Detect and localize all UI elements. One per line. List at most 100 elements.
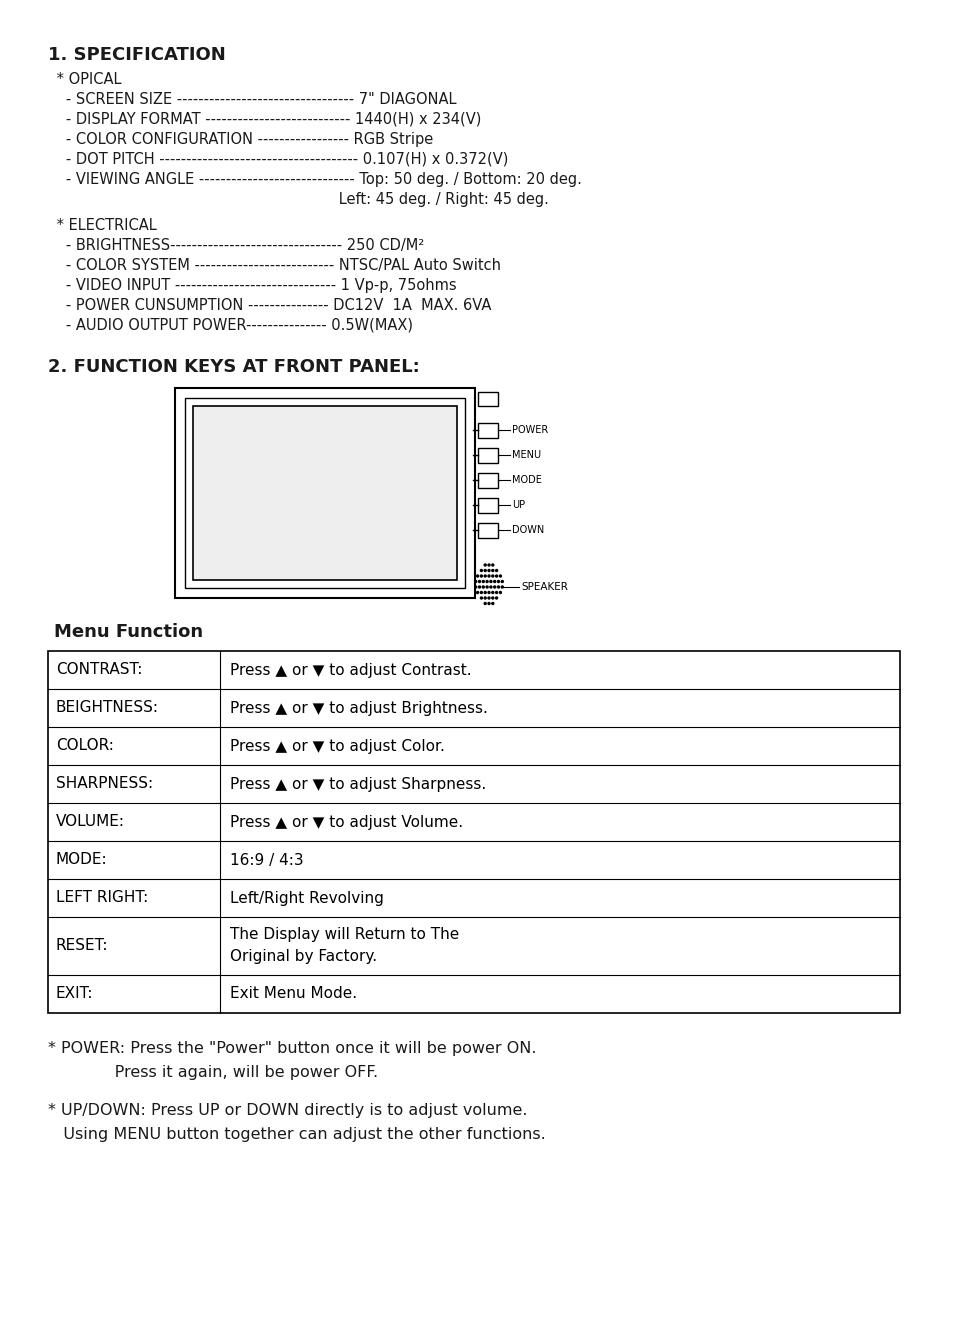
Text: LEFT RIGHT:: LEFT RIGHT: bbox=[56, 890, 148, 905]
Circle shape bbox=[498, 575, 501, 577]
Text: VOLUME:: VOLUME: bbox=[56, 814, 125, 829]
Text: * ELECTRICAL: * ELECTRICAL bbox=[52, 218, 156, 234]
Circle shape bbox=[482, 581, 484, 582]
Circle shape bbox=[484, 602, 486, 605]
Text: MODE: MODE bbox=[512, 475, 541, 485]
Circle shape bbox=[488, 570, 490, 571]
Circle shape bbox=[475, 581, 476, 582]
Text: The Display will Return to The: The Display will Return to The bbox=[230, 928, 458, 943]
Text: Left/Right Revolving: Left/Right Revolving bbox=[230, 890, 383, 905]
Circle shape bbox=[486, 586, 488, 587]
Text: COLOR:: COLOR: bbox=[56, 738, 113, 753]
Bar bbox=[477, 498, 497, 513]
Text: MODE:: MODE: bbox=[56, 853, 108, 868]
Circle shape bbox=[494, 586, 496, 587]
Text: CONTRAST:: CONTRAST: bbox=[56, 662, 142, 677]
Bar bbox=[477, 447, 497, 462]
Circle shape bbox=[476, 575, 478, 577]
Circle shape bbox=[497, 586, 499, 587]
Text: - VIEWING ANGLE ----------------------------- Top: 50 deg. / Bottom: 20 deg.: - VIEWING ANGLE ------------------------… bbox=[52, 172, 581, 187]
Circle shape bbox=[484, 575, 486, 577]
Circle shape bbox=[495, 570, 497, 571]
Circle shape bbox=[495, 597, 497, 599]
Text: - VIDEO INPUT ------------------------------ 1 Vp-p, 75ohms: - VIDEO INPUT --------------------------… bbox=[52, 278, 456, 292]
Circle shape bbox=[490, 586, 492, 587]
Text: 16:9 / 4:3: 16:9 / 4:3 bbox=[230, 853, 303, 868]
Circle shape bbox=[480, 575, 482, 577]
Text: MENU: MENU bbox=[512, 450, 540, 461]
Circle shape bbox=[482, 586, 484, 587]
Text: POWER: POWER bbox=[512, 425, 548, 435]
Text: - COLOR SYSTEM -------------------------- NTSC/PAL Auto Switch: - COLOR SYSTEM -------------------------… bbox=[52, 258, 500, 272]
Text: BEIGHTNESS:: BEIGHTNESS: bbox=[56, 701, 159, 716]
Circle shape bbox=[488, 563, 490, 566]
Text: Original by Factory.: Original by Factory. bbox=[230, 949, 376, 964]
Bar bbox=[174, 388, 475, 598]
Circle shape bbox=[488, 602, 490, 605]
Circle shape bbox=[488, 591, 490, 594]
Text: - BRIGHTNESS-------------------------------- 250 CD/M²: - BRIGHTNESS----------------------------… bbox=[52, 238, 424, 254]
Text: Left: 45 deg. / Right: 45 deg.: Left: 45 deg. / Right: 45 deg. bbox=[52, 192, 548, 207]
Text: 2. FUNCTION KEYS AT FRONT PANEL:: 2. FUNCTION KEYS AT FRONT PANEL: bbox=[48, 358, 419, 376]
Bar bbox=[185, 398, 464, 587]
Circle shape bbox=[492, 597, 494, 599]
Circle shape bbox=[480, 570, 482, 571]
Circle shape bbox=[500, 581, 503, 582]
Circle shape bbox=[490, 581, 492, 582]
Bar bbox=[477, 473, 497, 487]
Text: - COLOR CONFIGURATION ----------------- RGB Stripe: - COLOR CONFIGURATION ----------------- … bbox=[52, 132, 433, 147]
Text: * POWER: Press the "Power" button once it will be power ON.: * POWER: Press the "Power" button once i… bbox=[48, 1041, 536, 1056]
Circle shape bbox=[492, 575, 494, 577]
Text: UP: UP bbox=[512, 501, 524, 510]
Text: SHARPNESS:: SHARPNESS: bbox=[56, 777, 153, 792]
Circle shape bbox=[475, 586, 476, 587]
Text: Press ▲ or ▼ to adjust Color.: Press ▲ or ▼ to adjust Color. bbox=[230, 738, 444, 753]
Text: 1. SPECIFICATION: 1. SPECIFICATION bbox=[48, 45, 226, 64]
Text: Press ▲ or ▼ to adjust Contrast.: Press ▲ or ▼ to adjust Contrast. bbox=[230, 662, 471, 677]
Circle shape bbox=[492, 570, 494, 571]
Text: Press it again, will be power OFF.: Press it again, will be power OFF. bbox=[48, 1065, 377, 1080]
Circle shape bbox=[486, 581, 488, 582]
Circle shape bbox=[492, 563, 494, 566]
Circle shape bbox=[478, 586, 480, 587]
Circle shape bbox=[497, 581, 499, 582]
Circle shape bbox=[480, 591, 482, 594]
Circle shape bbox=[476, 591, 478, 594]
Circle shape bbox=[484, 563, 486, 566]
Bar bbox=[48, 651, 899, 1013]
Text: Press ▲ or ▼ to adjust Brightness.: Press ▲ or ▼ to adjust Brightness. bbox=[230, 701, 487, 716]
Text: SPEAKER: SPEAKER bbox=[520, 582, 567, 591]
Circle shape bbox=[494, 581, 496, 582]
Circle shape bbox=[492, 602, 494, 605]
Text: - SCREEN SIZE --------------------------------- 7" DIAGONAL: - SCREEN SIZE --------------------------… bbox=[52, 92, 456, 107]
Text: - DISPLAY FORMAT --------------------------- 1440(H) x 234(V): - DISPLAY FORMAT -----------------------… bbox=[52, 112, 481, 127]
Text: - AUDIO OUTPUT POWER--------------- 0.5W(MAX): - AUDIO OUTPUT POWER--------------- 0.5W… bbox=[52, 318, 413, 332]
Circle shape bbox=[492, 591, 494, 594]
Text: Press ▲ or ▼ to adjust Sharpness.: Press ▲ or ▼ to adjust Sharpness. bbox=[230, 777, 486, 792]
Circle shape bbox=[480, 597, 482, 599]
Circle shape bbox=[495, 591, 497, 594]
Text: EXIT:: EXIT: bbox=[56, 987, 93, 1001]
Text: Using MENU button together can adjust the other functions.: Using MENU button together can adjust th… bbox=[48, 1127, 545, 1141]
Text: DOWN: DOWN bbox=[512, 525, 543, 535]
Circle shape bbox=[478, 581, 480, 582]
Text: RESET:: RESET: bbox=[56, 939, 109, 953]
Circle shape bbox=[495, 575, 497, 577]
Circle shape bbox=[484, 591, 486, 594]
Text: * UP/DOWN: Press UP or DOWN directly is to adjust volume.: * UP/DOWN: Press UP or DOWN directly is … bbox=[48, 1103, 527, 1117]
Bar bbox=[193, 406, 456, 579]
Text: Exit Menu Mode.: Exit Menu Mode. bbox=[230, 987, 356, 1001]
Circle shape bbox=[484, 597, 486, 599]
Circle shape bbox=[488, 597, 490, 599]
Text: - DOT PITCH ------------------------------------- 0.107(H) x 0.372(V): - DOT PITCH ----------------------------… bbox=[52, 152, 508, 167]
Bar bbox=[477, 392, 497, 406]
Bar bbox=[477, 522, 497, 538]
Circle shape bbox=[498, 591, 501, 594]
Circle shape bbox=[500, 586, 503, 587]
Text: - POWER CUNSUMPTION --------------- DC12V  1A  MAX. 6VA: - POWER CUNSUMPTION --------------- DC12… bbox=[52, 298, 491, 312]
Text: Menu Function: Menu Function bbox=[54, 623, 203, 641]
Bar bbox=[477, 422, 497, 438]
Circle shape bbox=[484, 570, 486, 571]
Text: Press ▲ or ▼ to adjust Volume.: Press ▲ or ▼ to adjust Volume. bbox=[230, 814, 462, 829]
Text: * OPICAL: * OPICAL bbox=[52, 72, 121, 87]
